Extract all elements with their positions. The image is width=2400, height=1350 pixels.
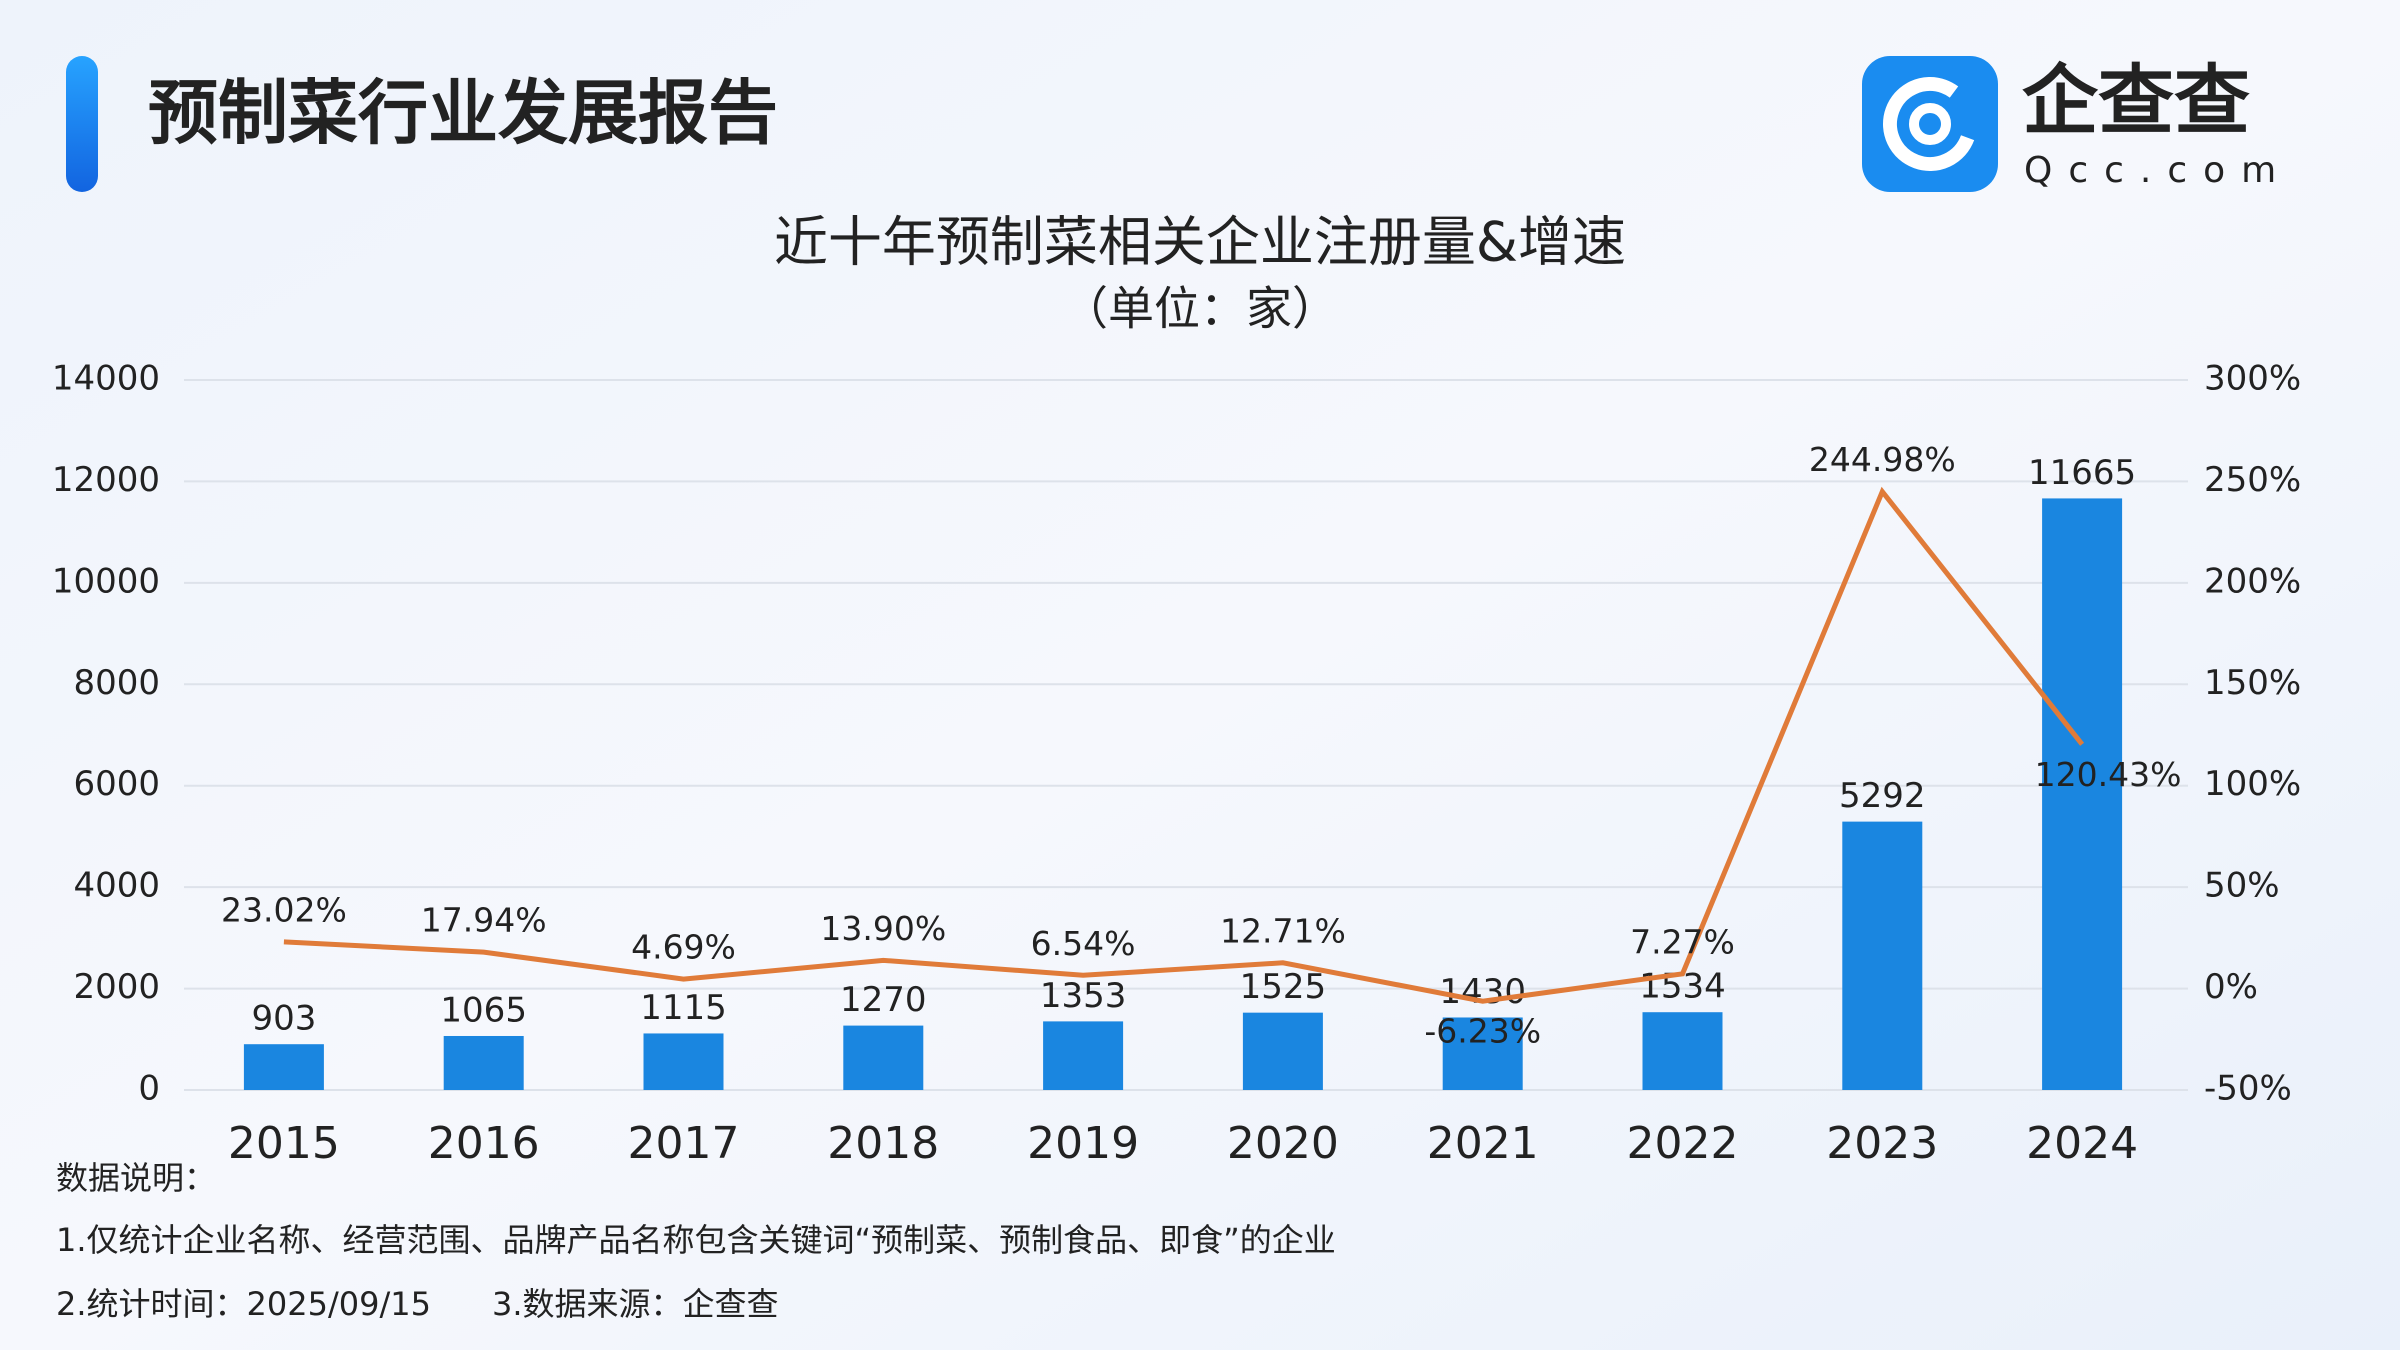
y2-tick-label: 150% bbox=[2204, 663, 2301, 703]
y2-tick-label: 100% bbox=[2204, 764, 2301, 804]
x-tick-label: 2016 bbox=[428, 1118, 540, 1169]
bar bbox=[243, 1044, 324, 1090]
y-tick-label: 12000 bbox=[52, 460, 160, 500]
line-value-label: 120.43% bbox=[2035, 755, 2182, 794]
y2-tick-label: 50% bbox=[2204, 866, 2280, 906]
bar bbox=[643, 1033, 724, 1090]
bar bbox=[1842, 821, 1923, 1090]
plot: 0 2000 4000 6000 8000 10000 12000 14000 -50% 0% 50… bbox=[52, 359, 2301, 1170]
chart-title: 近十年预制菜相关企业注册量&增速 bbox=[774, 211, 1626, 274]
bar-value-label: 1430 bbox=[1439, 972, 1526, 1012]
notes-line: 2.统计时间：2025/09/15 bbox=[56, 1285, 431, 1323]
y-tick-label: 14000 bbox=[52, 359, 160, 399]
logo-ring-inner bbox=[1909, 103, 1951, 145]
y2-tick-label: -50% bbox=[2204, 1069, 2292, 1109]
line-value-label: 6.54% bbox=[1031, 924, 1136, 963]
x-tick-label: 2023 bbox=[1826, 1118, 1938, 1169]
x-tick-label: 2015 bbox=[228, 1118, 340, 1169]
y-tick-label: 0 bbox=[138, 1069, 160, 1109]
line-value-label: -6.23% bbox=[1424, 1012, 1541, 1051]
bar bbox=[1442, 1017, 1523, 1090]
bar-value-label: 903 bbox=[251, 999, 316, 1039]
bar-value-label: 1115 bbox=[640, 988, 727, 1028]
x-tick-label: 2018 bbox=[827, 1118, 939, 1169]
bar-value-label: 1270 bbox=[840, 980, 927, 1020]
bar-value-label: 5292 bbox=[1839, 776, 1926, 816]
chart-subtitle: （单位：家） bbox=[1062, 282, 1338, 336]
bar bbox=[1242, 1012, 1323, 1090]
line-value-label: 244.98% bbox=[1809, 440, 1956, 479]
line-value-label: 12.71% bbox=[1220, 911, 1346, 950]
y2-tick-label: 250% bbox=[2204, 460, 2301, 500]
y2-tick-label: 200% bbox=[2204, 561, 2301, 601]
logo-ring bbox=[1883, 77, 1977, 171]
logo-domain: Qcc.com bbox=[2024, 150, 2292, 191]
x-tick-label: 2017 bbox=[628, 1118, 740, 1169]
growth-line bbox=[283, 486, 2085, 1004]
logo-icon bbox=[1862, 56, 1998, 192]
y-tick-label: 4000 bbox=[73, 866, 160, 906]
y-tick-label: 8000 bbox=[73, 663, 160, 703]
page-title: 预制菜行业发展报告 bbox=[148, 72, 778, 154]
x-tick-label: 2019 bbox=[1027, 1118, 1139, 1169]
y2-tick-label: 0% bbox=[2204, 967, 2258, 1007]
y2-tick-label: 300% bbox=[2204, 359, 2301, 399]
line-value-label: 13.90% bbox=[820, 909, 946, 948]
line-value-label: 7.27% bbox=[1630, 922, 1735, 961]
x-tick-label: 2022 bbox=[1627, 1118, 1739, 1169]
notes-line: 1.仅统计企业名称、经营范围、品牌产品名称包含关键词“预制菜、预制食品、即食”的… bbox=[56, 1221, 1336, 1259]
x-tick-label: 2024 bbox=[2026, 1118, 2138, 1169]
notes-line: 3.数据来源：企查查 bbox=[492, 1285, 779, 1323]
logo-name: 企查查 bbox=[2022, 56, 2250, 145]
x-tick-label: 2020 bbox=[1227, 1118, 1339, 1169]
bar bbox=[843, 1025, 924, 1090]
y-tick-label: 2000 bbox=[73, 967, 160, 1007]
bar bbox=[2042, 498, 2123, 1090]
line-value-label: 23.02% bbox=[221, 890, 347, 929]
line-value-label: 4.69% bbox=[631, 928, 736, 967]
logo: 企查查 Qcc.com bbox=[1862, 56, 2292, 192]
bar-value-label: 1065 bbox=[440, 990, 527, 1030]
bar-value-label: 1353 bbox=[1040, 976, 1127, 1016]
line-value-label: 17.94% bbox=[421, 901, 547, 940]
y-tick-label: 6000 bbox=[73, 764, 160, 804]
bar bbox=[443, 1035, 524, 1090]
notes-heading: 数据说明： bbox=[56, 1159, 216, 1197]
accent-bar bbox=[66, 56, 98, 192]
x-tick-label: 2021 bbox=[1427, 1118, 1539, 1169]
bar-value-label: 11665 bbox=[2028, 453, 2136, 493]
bar-value-label: 1525 bbox=[1240, 967, 1327, 1007]
y-tick-label: 10000 bbox=[52, 561, 160, 601]
bar bbox=[1642, 1012, 1723, 1090]
bar bbox=[1043, 1021, 1124, 1090]
